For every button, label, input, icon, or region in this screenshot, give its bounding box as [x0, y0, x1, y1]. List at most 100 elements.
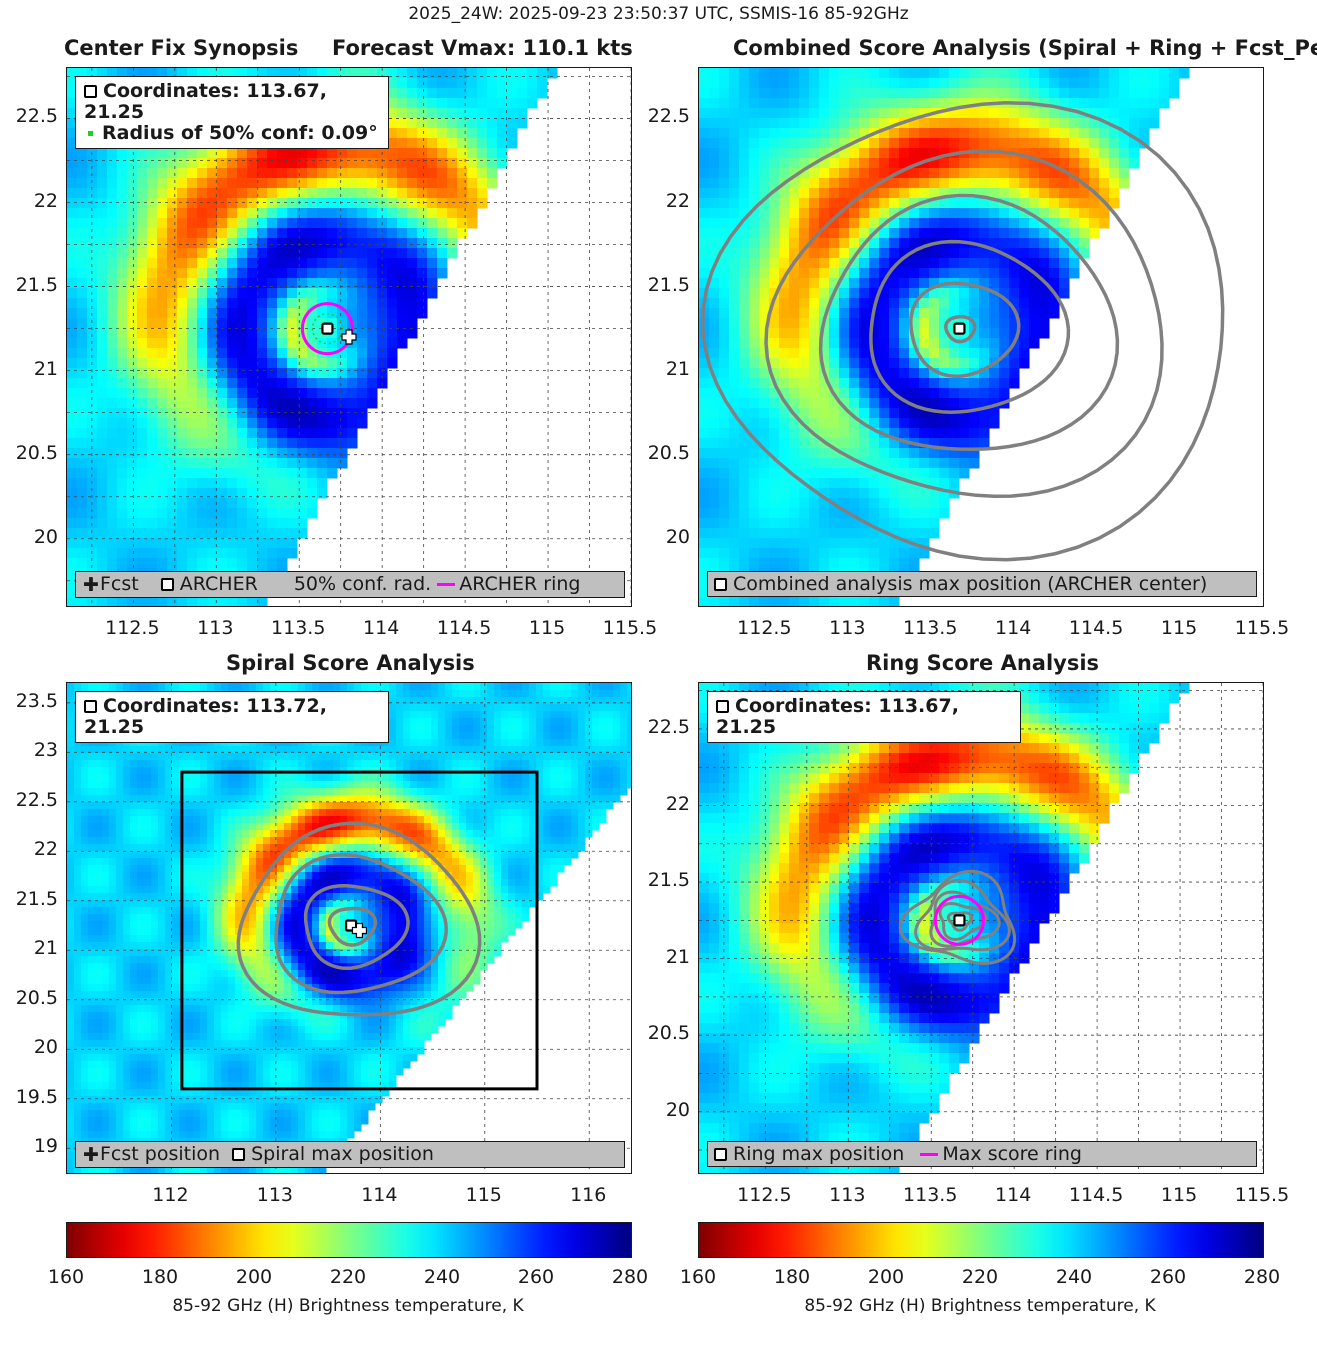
contour-line — [944, 315, 977, 344]
y-tick-label: 21 — [33, 357, 58, 380]
x-tick-label: 113 — [197, 617, 234, 639]
x-tick-label: 113 — [829, 617, 866, 639]
y-tick-label: 22 — [33, 838, 58, 861]
spiral-square-icon — [232, 1148, 246, 1161]
archer-square-icon — [714, 578, 727, 591]
y-tick-label: 21 — [33, 937, 58, 960]
spiral-square-icon — [84, 700, 97, 713]
ring-square-icon — [714, 1148, 727, 1161]
y-tick-label: 23 — [33, 739, 58, 762]
y-tick-label: 21.5 — [647, 273, 690, 296]
y-tick-label: 20.5 — [647, 441, 690, 464]
colorbar-tick-label: 180 — [141, 1266, 179, 1288]
archer-square-icon — [84, 85, 97, 98]
y-tick-label: 23.5 — [15, 689, 58, 712]
x-tick-label: 113.5 — [271, 617, 326, 639]
panel3-axes: Coordinates: 113.72, 21.25 ✚Fcst positio… — [66, 682, 632, 1174]
x-tick-label: 115.5 — [1234, 617, 1290, 639]
center-marker — [953, 322, 966, 335]
y-tick-label: 22 — [33, 189, 58, 212]
x-tick-label: 115.5 — [1234, 1184, 1290, 1206]
panel2-title: Combined Score Analysis (Spiral + Ring +… — [733, 36, 1317, 60]
panel1-vmax-title: Forecast Vmax: 110.1 kts — [332, 36, 633, 60]
x-tick-label: 116 — [570, 1184, 607, 1206]
panel2-plot — [699, 68, 1225, 606]
colorbar-tick-label: 260 — [1149, 1266, 1187, 1288]
x-tick-label: 114 — [363, 617, 400, 639]
magenta-ring-icon — [920, 1153, 939, 1156]
panel2-axes: Combined analysis max position (ARCHER c… — [698, 67, 1264, 607]
x-tick-label: 113.5 — [903, 1184, 958, 1206]
x-tick-label: 114 — [995, 1184, 1032, 1206]
x-tick-label: 115 — [1160, 617, 1198, 639]
panel4-axes: Coordinates: 113.67, 21.25 Ring max posi… — [698, 682, 1264, 1174]
colorbar-left — [66, 1222, 632, 1258]
y-tick-label: 22.5 — [15, 105, 58, 128]
contour-line — [701, 101, 1225, 562]
y-tick-label: 20 — [33, 525, 58, 548]
x-tick-label: 114.5 — [1068, 617, 1124, 639]
score-contours — [236, 821, 482, 1017]
x-tick-label: 114 — [361, 1184, 398, 1206]
colorbar-tick-label: 160 — [47, 1266, 85, 1288]
panel1-top-legend: Coordinates: 113.67, 21.25 Radius of 50%… — [75, 76, 389, 149]
colorbar-tick-label: 240 — [423, 1266, 461, 1288]
archer-ring — [300, 302, 354, 356]
panel3-title: Spiral Score Analysis — [226, 651, 475, 675]
y-tick-label: 19 — [33, 1135, 58, 1158]
x-tick-label: 113 — [829, 1184, 866, 1206]
x-tick-label: 115 — [465, 1184, 502, 1206]
max-score-ring — [933, 894, 985, 946]
y-tick-label: 22 — [665, 792, 690, 815]
x-tick-label: 113 — [256, 1184, 293, 1206]
colorbar-right-label: 85-92 GHz (H) Brightness temperature, K — [804, 1296, 1156, 1316]
x-tick-label: 112.5 — [737, 1184, 792, 1206]
x-tick-label: 112 — [152, 1184, 189, 1206]
center-marker — [321, 322, 334, 335]
panel1-coords-entry: Coordinates: 113.67, 21.25 — [84, 80, 327, 123]
contour-line — [909, 281, 1021, 379]
y-tick-label: 21.5 — [15, 273, 58, 296]
y-tick-label: 20.5 — [647, 1022, 690, 1045]
panel2-bottom-legend: Combined analysis max position (ARCHER c… — [707, 571, 1257, 597]
x-tick-label: 115 — [1160, 1184, 1198, 1206]
panel4-coords-entry: Coordinates: 113.67, 21.25 — [716, 695, 959, 738]
colorbar-tick-label: 260 — [517, 1266, 555, 1288]
heatmap-cells — [699, 68, 1190, 606]
y-tick-label: 21.5 — [15, 887, 58, 910]
y-tick-label: 20 — [33, 1036, 58, 1059]
contour-line — [236, 821, 482, 1017]
y-tick-label: 21 — [665, 357, 690, 380]
forecast-marker — [341, 329, 357, 345]
y-tick-label: 22.5 — [15, 788, 58, 811]
y-tick-label: 22.5 — [647, 715, 690, 738]
x-tick-label: 114.5 — [1068, 1184, 1124, 1206]
panel4-bottom-legend: Ring max position Max score ring — [707, 1141, 1257, 1167]
colorbar-tick-label: 180 — [773, 1266, 811, 1288]
x-tick-label: 112.5 — [737, 617, 792, 639]
score-contours — [701, 101, 1225, 562]
magenta-ring-icon — [437, 583, 456, 586]
panel1-title: Center Fix Synopsis — [64, 36, 299, 60]
colorbar-tick-label: 280 — [611, 1266, 649, 1288]
archer-square-icon — [160, 578, 174, 591]
x-tick-label: 115.5 — [602, 617, 658, 639]
green-dot-icon — [88, 131, 93, 136]
contour-line — [938, 901, 988, 942]
forecast-cross-icon: ✚ — [83, 1143, 99, 1166]
y-tick-label: 19.5 — [15, 1085, 58, 1108]
x-tick-label: 113.5 — [903, 617, 958, 639]
y-tick-label: 21.5 — [647, 869, 690, 892]
y-tick-label: 20 — [665, 1098, 690, 1121]
conf-radius-entry: 50% conf. rad. — [293, 573, 432, 595]
panel4-title: Ring Score Analysis — [866, 651, 1100, 675]
figure-suptitle: 2025_24W: 2025-09-23 23:50:37 UTC, SSMIS… — [408, 4, 909, 24]
panel3-coords-entry: Coordinates: 113.72, 21.25 — [84, 695, 327, 738]
colorbar-tick-label: 200 — [867, 1266, 905, 1288]
contour-line — [914, 878, 1011, 952]
colorbar-right — [698, 1222, 1264, 1258]
contour-line — [764, 149, 1164, 499]
x-tick-label: 114 — [995, 617, 1032, 639]
y-tick-label: 22.5 — [647, 105, 690, 128]
colorbar-tick-label: 280 — [1243, 1266, 1281, 1288]
